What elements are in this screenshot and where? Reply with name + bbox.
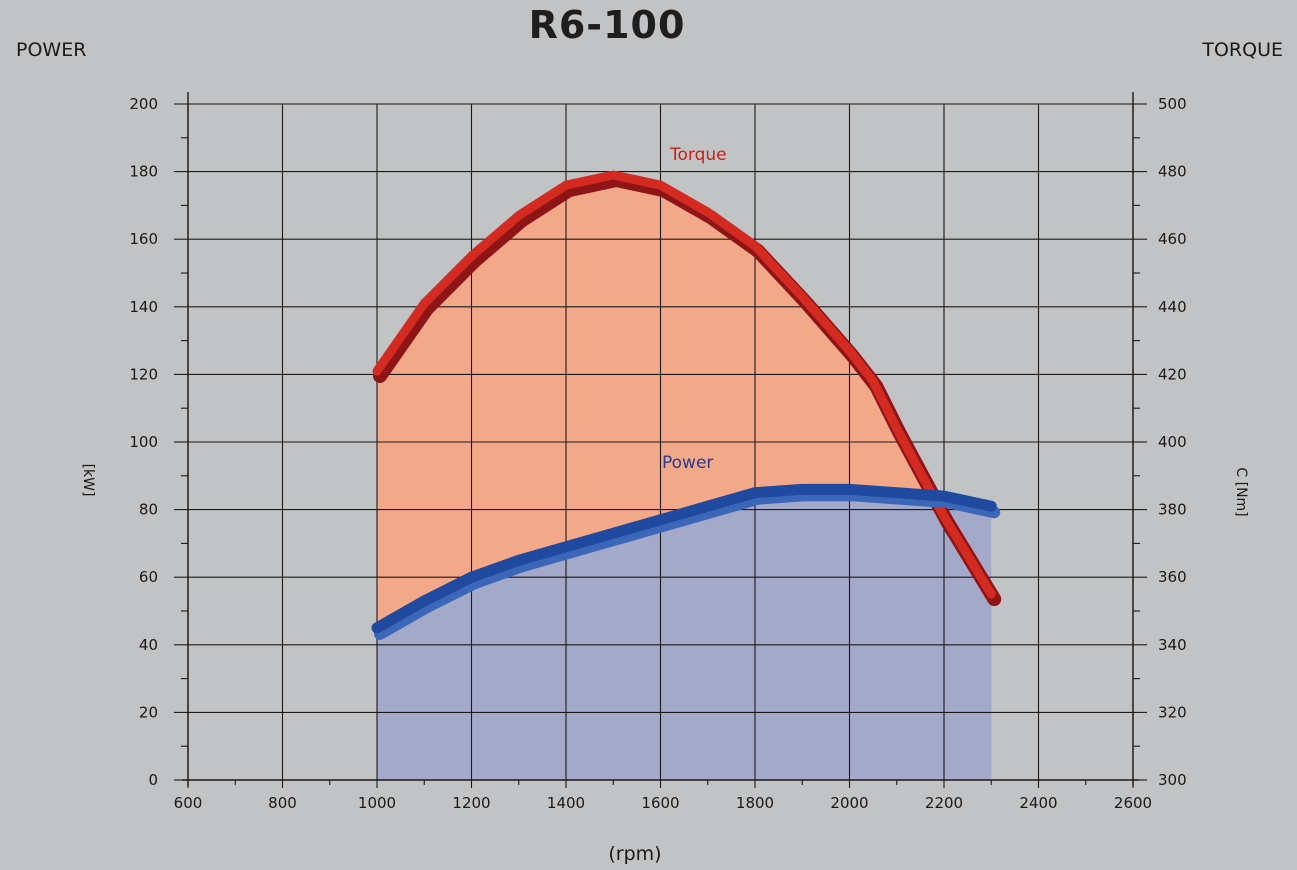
- y-tick-left-80: 80: [139, 501, 158, 519]
- y-tick-left-180: 180: [129, 163, 158, 181]
- power-line-shadow: [374, 489, 1001, 640]
- y-tick-right-320: 320: [1158, 703, 1187, 721]
- y-tick-left-120: 120: [129, 365, 158, 383]
- x-tick-2400: 2400: [1019, 794, 1057, 812]
- series-label-torque: Torque: [669, 145, 727, 165]
- y-tick-left-100: 100: [129, 433, 158, 451]
- y-tick-right-360: 360: [1158, 568, 1187, 586]
- y-tick-left-60: 60: [139, 568, 158, 586]
- x-tick-2200: 2200: [925, 794, 963, 812]
- series-lines: [371, 170, 1002, 640]
- x-tick-800: 800: [268, 794, 297, 812]
- x-tick-2600: 2600: [1114, 794, 1152, 812]
- y-tick-left-0: 0: [148, 771, 158, 789]
- y-tick-right-480: 480: [1158, 163, 1187, 181]
- y-tick-right-500: 500: [1158, 95, 1187, 113]
- tick-labels: 0 20 40 60 80 100 120 140 160 180 200 300 320 340 360 3…: [129, 95, 1186, 812]
- left-header: POWER: [16, 39, 86, 61]
- y-tick-right-440: 440: [1158, 298, 1187, 316]
- x-tick-1400: 1400: [547, 794, 585, 812]
- x-tick-1200: 1200: [452, 794, 490, 812]
- axes: [174, 92, 1147, 788]
- right-header: TORQUE: [1201, 39, 1283, 61]
- y-tick-left-40: 40: [139, 636, 158, 654]
- x-tick-1000: 1000: [358, 794, 396, 812]
- y-tick-right-420: 420: [1158, 365, 1187, 383]
- x-tick-1800: 1800: [736, 794, 774, 812]
- x-axis-label: (rpm): [608, 843, 661, 865]
- y-tick-left-160: 160: [129, 230, 158, 248]
- y-tick-right-300: 300: [1158, 771, 1187, 789]
- chart-title: R6-100: [529, 3, 686, 47]
- y-tick-left-140: 140: [129, 298, 158, 316]
- y-tick-right-340: 340: [1158, 636, 1187, 654]
- y-axis-right-label: C [Nm]: [1233, 467, 1249, 516]
- series-label-power: Power: [662, 453, 713, 473]
- y-tick-left-200: 200: [129, 95, 158, 113]
- y-tick-right-460: 460: [1158, 230, 1187, 248]
- torque-line: [372, 170, 996, 599]
- y-tick-right-380: 380: [1158, 501, 1187, 519]
- x-tick-600: 600: [174, 794, 203, 812]
- x-tick-2000: 2000: [830, 794, 868, 812]
- power-line: [371, 483, 997, 634]
- y-axis-left-label: [kW]: [80, 464, 96, 497]
- y-tick-right-400: 400: [1158, 433, 1187, 451]
- y-tick-left-20: 20: [139, 703, 158, 721]
- x-tick-1600: 1600: [641, 794, 679, 812]
